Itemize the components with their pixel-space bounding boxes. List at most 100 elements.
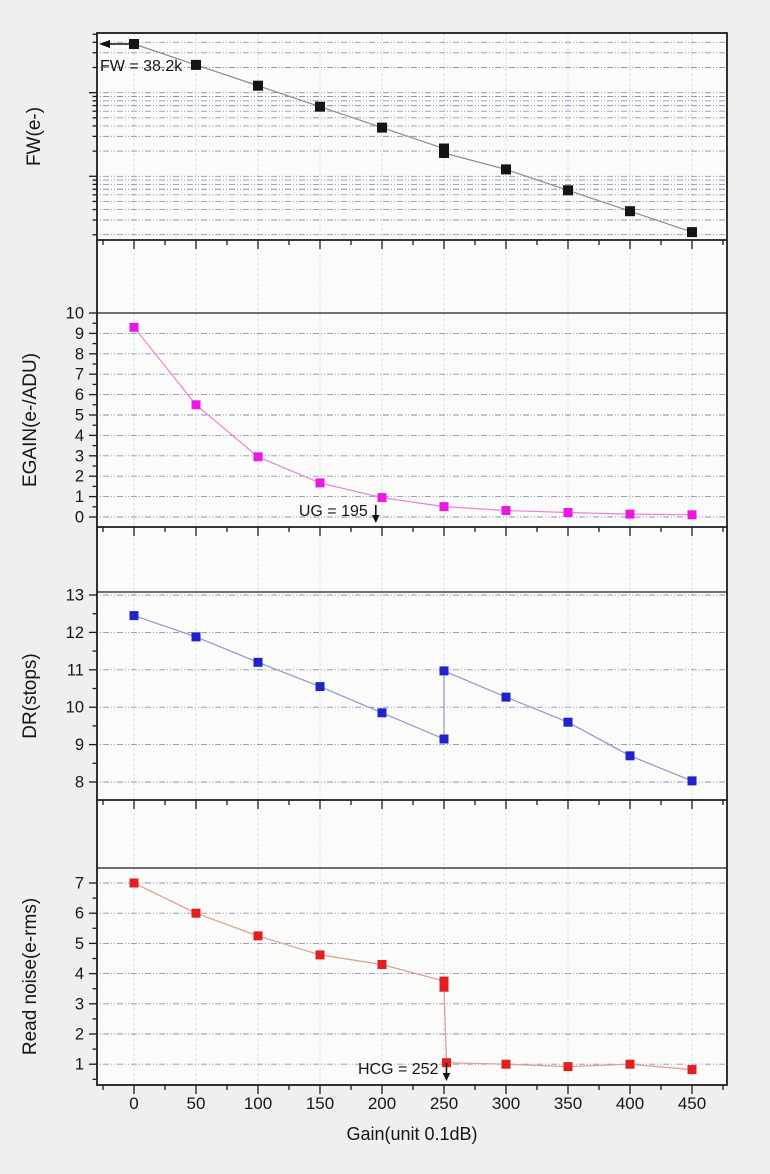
data-point	[253, 657, 263, 667]
y-tick-label: 9	[75, 325, 84, 343]
x-tick-label: 450	[678, 1094, 706, 1113]
annotation-text: HCG = 252	[358, 1061, 439, 1078]
h-gridlines-fw	[97, 41, 727, 236]
y-ticks-fw	[89, 33, 97, 236]
y-tick-label: 3	[75, 995, 84, 1013]
data-point	[377, 960, 387, 969]
plot-background	[97, 33, 727, 1085]
y-tick-label: 2	[75, 1026, 84, 1044]
data-point	[439, 982, 449, 992]
data-point	[377, 493, 387, 503]
data-point	[563, 185, 573, 196]
data-point	[501, 692, 511, 702]
data-point	[563, 1062, 573, 1072]
annotation-fw: FW = 38.2k	[99, 39, 183, 75]
y-tick-labels-dr: 8 9 10 11 12 13	[66, 587, 84, 792]
y-tick-label: 9	[75, 736, 84, 754]
data-point	[191, 59, 201, 70]
annotation-read-noise: HCG = 252	[358, 1061, 451, 1081]
data-point	[439, 976, 449, 986]
annotation-text: FW = 38.2k	[100, 58, 183, 75]
data-point	[625, 509, 635, 519]
data-point	[253, 931, 263, 941]
y-axis-title-fw: FW(e-)	[24, 107, 45, 166]
x-tick-label: 400	[616, 1094, 644, 1113]
series-line	[133, 326, 693, 516]
x-tick-label: 350	[554, 1094, 582, 1113]
series-dr	[129, 611, 697, 786]
y-tick-label: 7	[75, 875, 84, 893]
y-tick-label: 5	[75, 935, 84, 953]
h-gridlines-read-noise	[97, 882, 727, 1065]
y-tick-label: 10	[66, 305, 84, 323]
annotation-egain: UG = 195	[299, 503, 380, 523]
x-tick-label: 300	[492, 1094, 520, 1113]
data-point	[439, 502, 449, 512]
data-point	[687, 227, 697, 238]
x-tick-label: 100	[244, 1094, 272, 1113]
y-tick-labels-read-noise: 1 2 3 4 5 6 7	[75, 875, 84, 1074]
data-point	[315, 950, 325, 960]
x-tick-labels: 0 50 100 150 200 250 300 350 400 450	[129, 1094, 706, 1113]
data-point	[687, 510, 697, 520]
y-tick-label: 7	[75, 366, 84, 384]
y-tick-label: 12	[66, 624, 84, 642]
y-ticks-read-noise	[89, 882, 97, 1080]
y-tick-label: 4	[75, 965, 84, 983]
data-point	[439, 734, 449, 744]
y-tick-label: 4	[75, 427, 84, 445]
data-point	[129, 878, 139, 888]
data-point	[501, 506, 511, 515]
y-axis-title-read-noise: Read noise(e-rms)	[20, 898, 41, 1055]
data-point	[315, 101, 325, 112]
y-tick-label: 6	[75, 386, 84, 404]
x-tick-label: 250	[430, 1094, 458, 1113]
data-point	[129, 39, 139, 49]
data-point	[253, 452, 263, 462]
axes-frame	[96, 32, 728, 1086]
data-point	[687, 776, 697, 786]
y-tick-labels-egain: 0 1 2 3 4 5 6 7 8 9 10	[66, 305, 84, 527]
y-ticks-dr	[89, 594, 97, 783]
data-point	[253, 80, 263, 91]
data-point	[315, 478, 325, 488]
y-tick-label: 1	[75, 488, 84, 506]
data-point	[129, 322, 139, 332]
h-gridlines-egain	[97, 332, 727, 518]
x-tick-label: 0	[129, 1094, 138, 1113]
data-point	[377, 708, 387, 718]
data-point	[129, 611, 139, 621]
x-tick-label: 200	[368, 1094, 396, 1113]
x-ticks	[102, 240, 724, 1094]
x-axis-title: Gain(unit 0.1dB)	[346, 1124, 477, 1144]
y-ticks-egain	[89, 312, 97, 518]
data-point	[501, 164, 511, 175]
data-point	[191, 908, 201, 918]
data-point	[191, 632, 201, 642]
y-tick-label: 13	[66, 587, 84, 605]
y-axis-title-egain: EGAIN(e-/ADU)	[20, 353, 41, 487]
data-point	[563, 508, 573, 517]
annotation-text: UG = 195	[299, 503, 368, 520]
series-read-noise	[129, 878, 697, 1075]
y-tick-label: 8	[75, 345, 84, 363]
data-point	[315, 682, 325, 692]
x-tick-label: 150	[306, 1094, 334, 1113]
data-point	[625, 206, 635, 217]
y-tick-label: 1	[75, 1056, 84, 1074]
y-axis-title-dr: DR(stops)	[20, 653, 41, 739]
y-tick-label: 5	[75, 407, 84, 425]
series-fw	[129, 39, 697, 238]
data-point	[563, 717, 573, 727]
y-tick-label: 8	[75, 774, 84, 792]
data-point	[625, 1059, 635, 1069]
data-point	[442, 1058, 451, 1068]
data-point	[501, 1059, 511, 1069]
data-point	[191, 400, 201, 410]
y-tick-label: 10	[66, 699, 84, 717]
data-point	[439, 148, 449, 158]
data-point	[687, 1065, 697, 1075]
y-tick-label: 6	[75, 905, 84, 923]
